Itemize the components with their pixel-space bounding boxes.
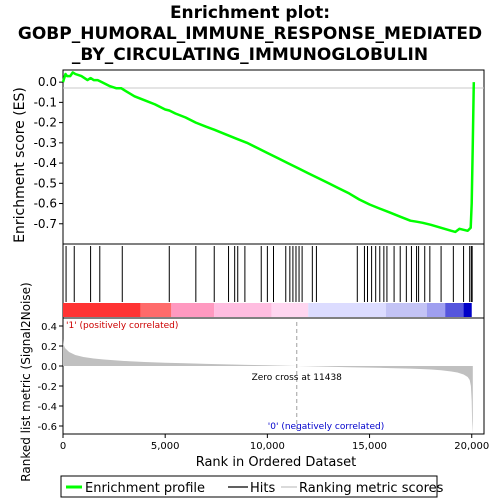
- legend-hits-label: Hits: [250, 481, 275, 496]
- ranking-metric-area: [63, 339, 473, 434]
- chart-title: Enrichment plot: GOBP_HUMORAL_IMMUNE_RES…: [18, 3, 482, 65]
- x-tick-label: 0: [60, 441, 66, 452]
- x-axis-ticks: 0 5,000 10,000 15,000 20,000: [60, 434, 489, 452]
- x-tick-label: 10,000: [250, 441, 285, 452]
- es-y-axis-ticks: 0.0 -0.1 -0.2 -0.3 -0.4 -0.5 -0.6 -0.7: [34, 75, 63, 231]
- color-bar-segment: [214, 303, 272, 317]
- es-y-tick-label: -0.7: [34, 217, 57, 231]
- metric-y-tick-label: 0.4: [41, 322, 57, 333]
- metric-y-tick-label: -0.6: [37, 422, 57, 433]
- chart-title-line-1: Enrichment plot:: [170, 3, 330, 23]
- metric-y-tick-label: 0.2: [41, 342, 57, 353]
- chart-title-line-2: GOBP_HUMORAL_IMMUNE_RESPONSE_MEDIATED: [18, 24, 482, 44]
- x-tick-label: 15,000: [352, 441, 387, 452]
- metric-y-tick-label: -0.2: [37, 382, 57, 393]
- es-y-axis-label: Enrichment score (ES): [12, 87, 28, 243]
- x-tick-label: 20,000: [454, 441, 489, 452]
- legend-box: [60, 475, 438, 498]
- es-y-tick-label: -0.3: [34, 136, 57, 150]
- enrichment-profile-line: [61, 71, 476, 234]
- hit-lines: [65, 246, 473, 302]
- es-y-tick-label: -0.6: [34, 197, 57, 211]
- negative-correlation-label: '0' (negatively correlated): [268, 422, 384, 432]
- legend-enrichment-label: Enrichment profile: [85, 481, 205, 496]
- color-bar-segment: [308, 303, 386, 317]
- metric-y-axis-ticks: 0.4 0.2 0.0 -0.2 -0.4 -0.6: [37, 322, 63, 433]
- es-y-tick-label: 0.0: [38, 75, 57, 89]
- metric-panel: 0.4 0.2 0.0 -0.2 -0.4 -0.6 '1' (positively co…: [19, 282, 485, 482]
- color-bar-segment: [63, 303, 141, 317]
- enrichment-panel: 0.0 -0.1 -0.2 -0.3 -0.4 -0.5 -0.6 -0.7 Enrichme…: [12, 69, 485, 245]
- metric-y-axis-label: Ranked list metric (Signal2Noise): [19, 282, 33, 481]
- es-y-tick-label: -0.2: [34, 116, 57, 130]
- metric-y-tick-label: 0.0: [41, 362, 57, 373]
- color-bar-segment: [385, 303, 427, 317]
- es-y-tick-label: -0.1: [34, 95, 57, 109]
- color-bar-segment: [463, 303, 472, 317]
- metric-y-tick-label: -0.4: [37, 402, 57, 413]
- color-bar-segment: [426, 303, 446, 317]
- color-bar-segment: [140, 303, 172, 317]
- es-y-tick-label: -0.5: [34, 176, 57, 190]
- x-tick-label: 5,000: [151, 441, 180, 452]
- color-bar-segment: [271, 303, 309, 317]
- metric-panel-frame: [62, 317, 485, 435]
- chart-title-line-3: _BY_CIRCULATING_IMMUNOGLOBULIN: [72, 45, 428, 65]
- color-bar-segment: [445, 303, 464, 317]
- hits-panel: [62, 243, 485, 319]
- legend: Enrichment profile Hits Ranking metric s…: [60, 475, 444, 498]
- rank-color-bar: [63, 303, 472, 317]
- zero-cross-label: Zero cross at 11438: [252, 373, 343, 383]
- positive-correlation-label: '1' (positively correlated): [66, 321, 178, 331]
- es-y-tick-label: -0.4: [34, 156, 57, 170]
- legend-metric-label: Ranking metric scores: [299, 481, 444, 496]
- color-bar-segment: [171, 303, 215, 317]
- x-axis-label: Rank in Ordered Dataset: [196, 455, 357, 470]
